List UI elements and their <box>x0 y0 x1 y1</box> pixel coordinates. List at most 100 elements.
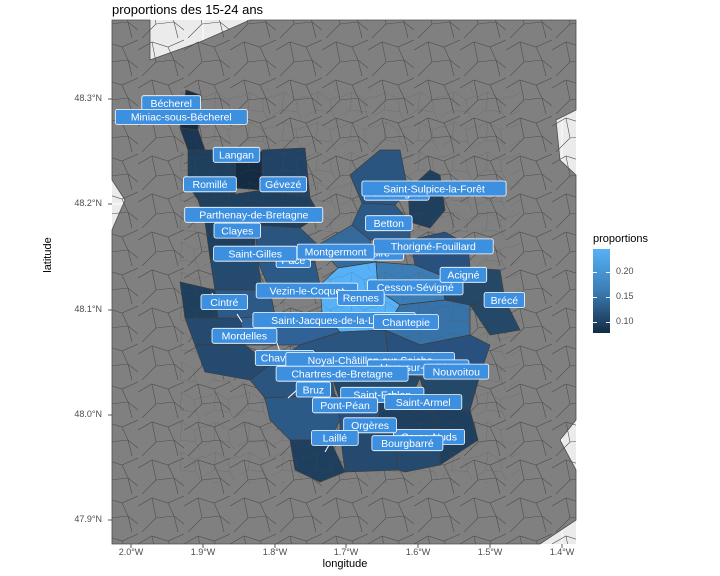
legend-label: 0.10 <box>616 316 634 326</box>
leader-line <box>287 389 298 399</box>
commune-label: Clayes <box>213 222 261 239</box>
commune-label-text: Nouvoitou <box>433 366 480 378</box>
y-tick-label: 48.0°N <box>74 409 102 419</box>
commune-label-text: Bécherel <box>150 98 191 110</box>
commune-label: Bécherel <box>141 95 202 112</box>
y-tick-label: 48.1°N <box>74 304 102 314</box>
commune-label-text: Saint-Gilles <box>228 249 282 261</box>
commune-label-box <box>373 314 439 331</box>
commune-label-text: Langan <box>219 150 254 162</box>
commune-label-box <box>367 279 464 296</box>
x-tick-label: 1.9°W <box>190 547 216 557</box>
leader-line <box>236 313 243 323</box>
y-tick-label: 47.9°N <box>74 514 102 524</box>
x-tick-label: 2.0°W <box>118 547 144 557</box>
commune-label-box <box>361 180 507 197</box>
x-tick-label: 1.5°W <box>477 547 503 557</box>
commune-label-text: Chartres-de-Bretagne <box>291 369 393 381</box>
legend-tick <box>593 322 597 323</box>
commune-label: Orgères <box>343 417 397 434</box>
commune-label: Acigné <box>439 266 488 283</box>
commune-label-box <box>183 176 237 193</box>
y-tick-label: 48.3°N <box>74 93 102 103</box>
y-axis-title: latitude <box>42 237 54 273</box>
commune-label-box <box>311 429 359 446</box>
commune-label-text: Vezin-le-Coquet <box>270 285 345 297</box>
commune-label-text: Brécé <box>491 295 519 307</box>
commune-label: Vezin-le-Coquet <box>255 282 359 299</box>
legend-tick <box>606 272 610 273</box>
commune-label-text: Romillé <box>192 179 227 191</box>
legend-title: proportions <box>593 233 649 245</box>
commune-label-text: Betton <box>374 218 405 230</box>
commune-label-text: Clayes <box>221 225 253 237</box>
commune-label-text: Orgères <box>351 420 389 432</box>
commune-label: Gévezé <box>259 176 307 193</box>
chart-title: proportions des 15-24 ans <box>112 2 264 17</box>
legend-tick <box>606 322 610 323</box>
commune-label: Saint-Gilles <box>213 245 298 262</box>
x-axis-title: longitude <box>322 558 368 570</box>
commune-label: Chartres-de-Bretagne <box>275 365 409 382</box>
legend-label: 0.20 <box>616 266 634 276</box>
legend-tick <box>593 272 597 273</box>
commune-label-box <box>365 215 413 232</box>
commune-label-box <box>384 394 463 411</box>
commune-label-box <box>439 266 488 283</box>
commune-label: Cesson-Sévigné <box>367 279 464 296</box>
commune-label-box <box>114 109 248 125</box>
commune-label-text: Miniac-sous-Bécherel <box>131 112 232 124</box>
commune-label-text: Mordelles <box>222 331 268 343</box>
x-tick-label: 1.6°W <box>405 547 431 557</box>
axis-ticks <box>108 98 563 548</box>
commune-label-box <box>275 365 409 382</box>
commune-label-text: Rennes <box>343 293 379 305</box>
commune-label-text: Cesson-Sévigné <box>377 282 454 294</box>
commune-label-box <box>371 435 444 452</box>
commune-label-box <box>212 146 261 163</box>
y-tick-label: 48.2°N <box>74 198 102 208</box>
commune-label: Nouvoitou <box>423 363 490 380</box>
commune-label: Mordelles <box>211 327 278 344</box>
commune-label-text: Saint-Sulpice-la-Forêt <box>383 183 485 195</box>
commune-label-text: Bruz <box>303 384 325 396</box>
commune-label: Bruz <box>295 381 332 398</box>
commune-label: Saint-Sulpice-la-Forêt <box>361 180 507 197</box>
commune-label: Thorigné-Fouillard <box>372 238 494 255</box>
commune-label: Brécé <box>483 292 526 308</box>
commune-label-text: Saint-Jacques-de-la-Lande <box>271 315 397 327</box>
commune-label: Betton <box>365 215 413 232</box>
commune-label-box <box>295 381 332 398</box>
legend-label: 0.15 <box>616 291 634 301</box>
commune-label: Saint-Armel <box>384 394 463 411</box>
commune-label-box <box>213 222 261 239</box>
commune-label-box <box>259 176 307 193</box>
commune-label-text: Pont-Péan <box>320 400 370 412</box>
commune-label-text: Thorigné-Fouillard <box>391 241 476 253</box>
commune-label-box <box>312 397 378 414</box>
commune-label-text: Parthenay-de-Bretagne <box>199 210 308 222</box>
commune-label-text: Bourgbarré <box>381 438 434 450</box>
commune-label-text: Cintré <box>210 297 238 309</box>
commune-label: Chantepie <box>373 314 439 331</box>
legend-tick <box>606 297 610 298</box>
commune-label-text: Montgermont <box>305 246 367 258</box>
commune-label-box <box>343 417 397 434</box>
commune-label-box <box>200 294 248 311</box>
legend-tick <box>593 297 597 298</box>
commune-label-box <box>211 327 278 344</box>
commune-label-box <box>184 206 324 223</box>
legend-colorbar <box>593 249 610 333</box>
x-tick-label: 1.8°W <box>262 547 288 557</box>
commune-label-text: Acigné <box>447 270 479 282</box>
commune-labels: BécherelMiniac-sous-BécherelLanganChevai… <box>114 95 526 452</box>
commune-label-box <box>337 289 385 306</box>
leader-line <box>324 444 330 453</box>
commune-label-box <box>483 292 526 308</box>
commune-label: Parthenay-de-Bretagne <box>184 206 324 223</box>
x-tick-label: 1.4°W <box>549 547 575 557</box>
commune-label: Cintré <box>200 294 248 311</box>
commune-label-text: Chantepie <box>382 317 430 329</box>
commune-label: Bourgbarré <box>371 435 444 452</box>
